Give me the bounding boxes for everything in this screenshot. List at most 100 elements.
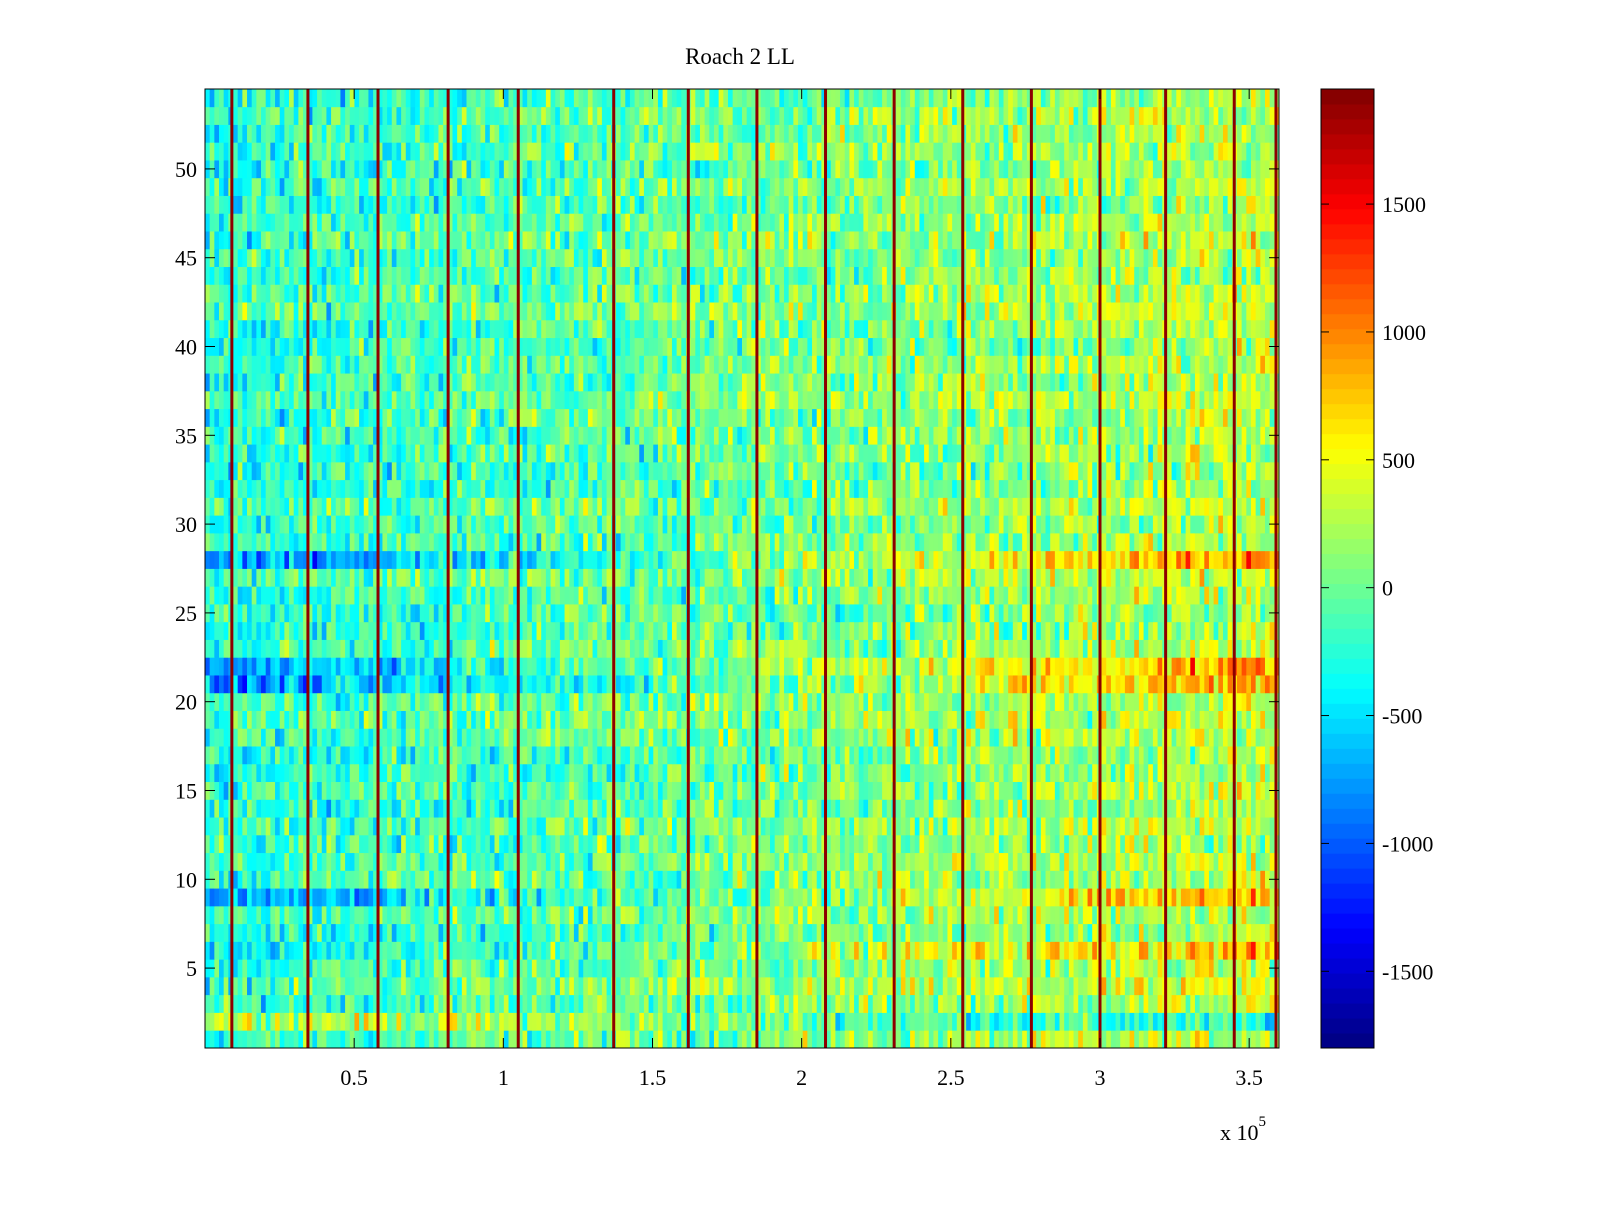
heatmap-cell bbox=[293, 976, 299, 996]
heatmap-cell bbox=[1124, 905, 1130, 925]
heatmap-cell bbox=[1045, 781, 1051, 800]
heatmap-cell bbox=[1078, 1012, 1084, 1031]
heatmap-cell bbox=[517, 941, 523, 960]
heatmap-cell bbox=[816, 923, 822, 942]
heatmap-cell bbox=[587, 692, 593, 711]
heatmap-cell bbox=[1101, 692, 1107, 711]
heatmap-cell bbox=[723, 799, 729, 818]
heatmap-cell bbox=[578, 905, 584, 925]
heatmap-cell bbox=[359, 781, 365, 800]
heatmap-cell bbox=[312, 976, 318, 996]
heatmap-cell bbox=[1152, 834, 1158, 854]
heatmap-cell bbox=[1040, 905, 1046, 925]
heatmap-cell bbox=[233, 1030, 239, 1049]
heatmap-cell bbox=[1059, 852, 1065, 871]
heatmap-cell bbox=[1143, 888, 1149, 907]
heatmap-cell bbox=[279, 1030, 285, 1049]
heatmap-cell bbox=[345, 834, 351, 854]
heatmap-cell bbox=[1017, 941, 1023, 960]
heatmap-cell bbox=[1180, 994, 1187, 1013]
heatmap-cell bbox=[1143, 834, 1149, 854]
heatmap-cell bbox=[942, 870, 948, 889]
heatmap-cell bbox=[1227, 888, 1233, 907]
heatmap-cell bbox=[363, 781, 369, 800]
heatmap-cell bbox=[522, 657, 528, 676]
heatmap-cell bbox=[345, 799, 351, 818]
heatmap-cell bbox=[1185, 817, 1191, 836]
heatmap-cell bbox=[559, 852, 565, 871]
heatmap-cell bbox=[709, 710, 715, 729]
heatmap-cell bbox=[1213, 781, 1219, 800]
heatmap-cell bbox=[223, 1012, 229, 1031]
heatmap-cell bbox=[261, 763, 267, 783]
heatmap-cell bbox=[480, 728, 486, 747]
heatmap-cell bbox=[784, 817, 790, 836]
heatmap-cell bbox=[1073, 976, 1079, 996]
heatmap-cell bbox=[821, 994, 827, 1013]
heatmap-cell bbox=[1157, 692, 1163, 711]
heatmap-cell bbox=[704, 657, 710, 676]
heatmap-cell bbox=[653, 675, 659, 694]
heatmap-cell bbox=[709, 959, 715, 978]
heatmap-cell bbox=[676, 870, 682, 889]
heatmap-cell bbox=[377, 728, 383, 747]
heatmap-cell bbox=[219, 675, 225, 694]
heatmap-cell bbox=[625, 923, 631, 942]
heatmap-cell bbox=[830, 657, 836, 676]
heatmap-cell bbox=[461, 799, 467, 818]
heatmap-cell bbox=[924, 817, 930, 836]
heatmap-cell bbox=[550, 728, 556, 747]
heatmap-cell bbox=[844, 852, 850, 871]
heatmap-cell bbox=[956, 799, 962, 818]
heatmap-cell bbox=[947, 959, 953, 978]
heatmap-cell bbox=[461, 905, 467, 925]
heatmap-cell bbox=[457, 781, 463, 800]
heatmap-cell bbox=[223, 888, 229, 907]
heatmap-cell bbox=[251, 1030, 257, 1049]
heatmap-cell bbox=[1148, 817, 1154, 836]
heatmap-cell bbox=[732, 692, 738, 711]
heatmap-cell bbox=[466, 834, 472, 854]
heatmap-cell bbox=[424, 728, 430, 747]
heatmap-cell bbox=[657, 994, 664, 1013]
heatmap-cell bbox=[424, 799, 430, 818]
heatmap-cell bbox=[1064, 923, 1070, 942]
heatmap-cell bbox=[858, 959, 864, 978]
heatmap-cell bbox=[1036, 888, 1042, 907]
heatmap-cell bbox=[1120, 923, 1126, 942]
heatmap-cell bbox=[765, 1012, 771, 1031]
heatmap-cell bbox=[1148, 799, 1154, 818]
heatmap-cell bbox=[900, 976, 906, 996]
heatmap-cell bbox=[910, 923, 916, 942]
heatmap-cell bbox=[1218, 746, 1224, 765]
heatmap-cell bbox=[1241, 799, 1247, 818]
heatmap-cell bbox=[900, 834, 906, 854]
heatmap-cell bbox=[340, 817, 346, 836]
heatmap-cell bbox=[1194, 888, 1201, 907]
heatmap-cell bbox=[331, 976, 337, 996]
heatmap-cell bbox=[1176, 763, 1182, 783]
heatmap-cell bbox=[933, 976, 939, 996]
heatmap-cell bbox=[550, 852, 556, 871]
heatmap-cell bbox=[947, 728, 953, 747]
heatmap-cell bbox=[471, 657, 477, 676]
heatmap-cell bbox=[667, 834, 673, 854]
heatmap-cell bbox=[531, 781, 537, 800]
heatmap-cell bbox=[545, 1030, 551, 1049]
heatmap-cell bbox=[910, 976, 916, 996]
heatmap-cell bbox=[723, 923, 729, 942]
heatmap-cell bbox=[914, 870, 920, 889]
heatmap-cell bbox=[966, 1030, 972, 1049]
heatmap-cell bbox=[583, 923, 589, 942]
heatmap-cell bbox=[587, 976, 593, 996]
heatmap-cell bbox=[1269, 941, 1275, 960]
heatmap-cell bbox=[480, 905, 486, 925]
heatmap-cell bbox=[597, 746, 603, 765]
heatmap-cell bbox=[354, 1030, 360, 1049]
heatmap-cell bbox=[1157, 923, 1163, 942]
heatmap-cell bbox=[261, 994, 267, 1013]
heatmap-cell bbox=[499, 728, 505, 747]
heatmap-cell bbox=[205, 905, 211, 925]
heatmap-cell bbox=[433, 888, 439, 907]
heatmap-cell bbox=[1166, 959, 1172, 978]
